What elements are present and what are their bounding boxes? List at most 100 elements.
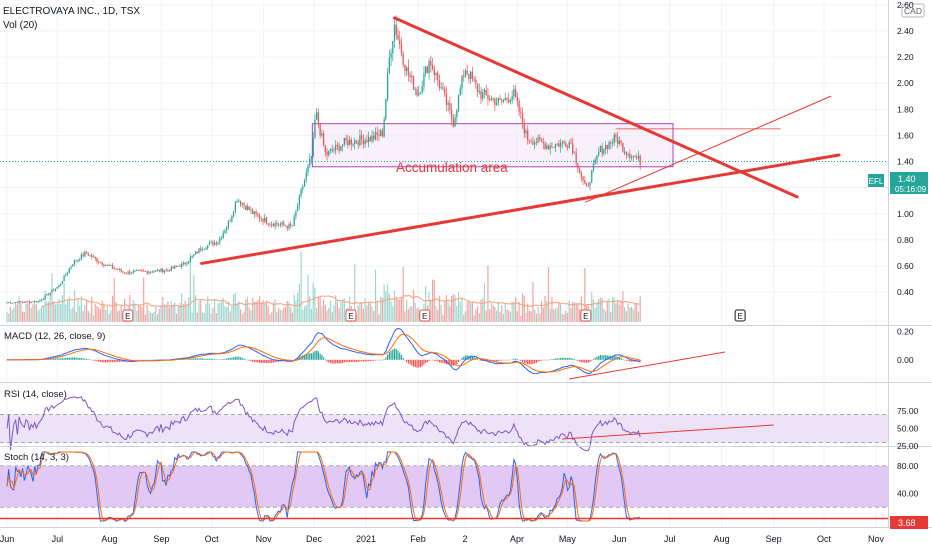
macd-histogram-bar [580, 359, 582, 363]
macd-histogram-bar [419, 359, 422, 368]
macd-histogram-bar [433, 359, 435, 361]
volume-bar [160, 305, 162, 322]
volume-bar [198, 300, 200, 322]
volume-bar [416, 308, 418, 322]
macd-histogram-bar [464, 355, 467, 360]
currency-badge[interactable] [901, 3, 925, 18]
volume-bar [255, 301, 257, 322]
volume-bar [546, 301, 548, 322]
candle-body [637, 155, 640, 159]
volume-bar [87, 311, 89, 322]
candle-body [442, 87, 444, 89]
price-tick-label: 0.60 [897, 261, 914, 271]
volume-bar [508, 310, 510, 322]
earnings-marker[interactable] [734, 309, 746, 322]
volume-bar [412, 289, 415, 322]
candle-body [148, 271, 150, 274]
volume-bar [34, 300, 36, 322]
volume-bar [409, 306, 411, 322]
macd-histogram-bar [499, 359, 501, 361]
volume-bar [591, 292, 593, 322]
candle-body [20, 301, 22, 303]
volume-bar [475, 309, 477, 322]
candle-body [587, 185, 589, 186]
volume-bar [47, 301, 50, 322]
volume-bar [51, 273, 53, 322]
macd-histogram-bar [430, 359, 432, 361]
candle-body [271, 224, 273, 226]
volume-bar [430, 300, 432, 322]
macd-histogram-bar [84, 358, 86, 360]
trendline[interactable] [200, 153, 841, 265]
earnings-marker[interactable] [345, 309, 357, 322]
time-axis[interactable]: Jun Jul Aug Sep Oct Nov Dec 2021 Feb 2 Apr May Jun Ju… [0, 534, 884, 544]
candle-body [326, 151, 328, 156]
candle-body [291, 225, 294, 227]
volume-bar [238, 300, 240, 322]
accumulation-area-box[interactable] [311, 123, 674, 168]
trendline-layer[interactable] [0, 16, 888, 265]
trendline[interactable] [393, 16, 799, 199]
rsi-trendline[interactable] [562, 424, 774, 440]
volume-bar [494, 307, 496, 322]
volume-bar [319, 296, 321, 322]
candle-body [155, 270, 157, 272]
candle-body [156, 269, 159, 271]
macd-histogram-bar [537, 359, 539, 362]
volume-bar [262, 300, 264, 322]
macd-histogram-bar [321, 355, 323, 360]
candle-body [66, 272, 69, 275]
volume-bar [312, 283, 314, 322]
volume-bar [72, 307, 74, 322]
candle-body [544, 143, 546, 149]
macd-trendline[interactable] [568, 351, 726, 380]
macd-histogram-bar [504, 359, 506, 361]
candle-body [489, 99, 491, 101]
macd-histogram-bar [426, 359, 428, 363]
macd-histogram-bar [284, 359, 287, 361]
volume-bar [163, 304, 166, 322]
volume-bar [411, 306, 413, 322]
earnings-marker[interactable] [419, 309, 431, 322]
macd-histogram-bar [245, 359, 247, 360]
volume-bar [388, 293, 390, 322]
candle-body [480, 91, 482, 99]
candle-body [527, 130, 529, 140]
candle-body [509, 100, 512, 103]
macd-histogram-bar [530, 359, 532, 365]
macd-histogram-bar [196, 358, 198, 360]
accumulation-area-label[interactable]: Accumulation area [396, 160, 508, 175]
volume-bar [331, 312, 333, 322]
macd-histogram-bar [243, 358, 245, 360]
candlesticks[interactable] [6, 15, 641, 304]
macd-histogram-bar [348, 359, 351, 362]
candle-body [532, 142, 534, 145]
candle-body [198, 248, 200, 254]
volume-bar [333, 305, 335, 322]
candle-body [528, 139, 531, 142]
candle-body [355, 140, 358, 143]
candle-body [129, 271, 131, 274]
candle-body [309, 158, 311, 166]
macd-histogram-bar [241, 357, 243, 360]
earnings-marker[interactable] [122, 309, 134, 322]
volume-bar [115, 301, 117, 322]
rsi-axis: 75.00 50.00 25.00 [897, 406, 919, 451]
volume-bars [6, 252, 641, 322]
candle-body [525, 130, 527, 134]
trendline[interactable] [585, 95, 832, 203]
macd-histogram-bar [246, 359, 249, 361]
candle-body [203, 248, 205, 250]
macd-histogram-bar [525, 359, 527, 364]
earnings-marker[interactable] [580, 309, 592, 322]
candle-body [210, 242, 212, 244]
volume-bar [362, 308, 364, 322]
candle-body [381, 130, 384, 137]
volume-bar [369, 302, 371, 322]
candle-body [134, 270, 136, 272]
candle-body [425, 66, 427, 74]
candle-body [478, 91, 480, 93]
rsi-line [6, 396, 641, 452]
